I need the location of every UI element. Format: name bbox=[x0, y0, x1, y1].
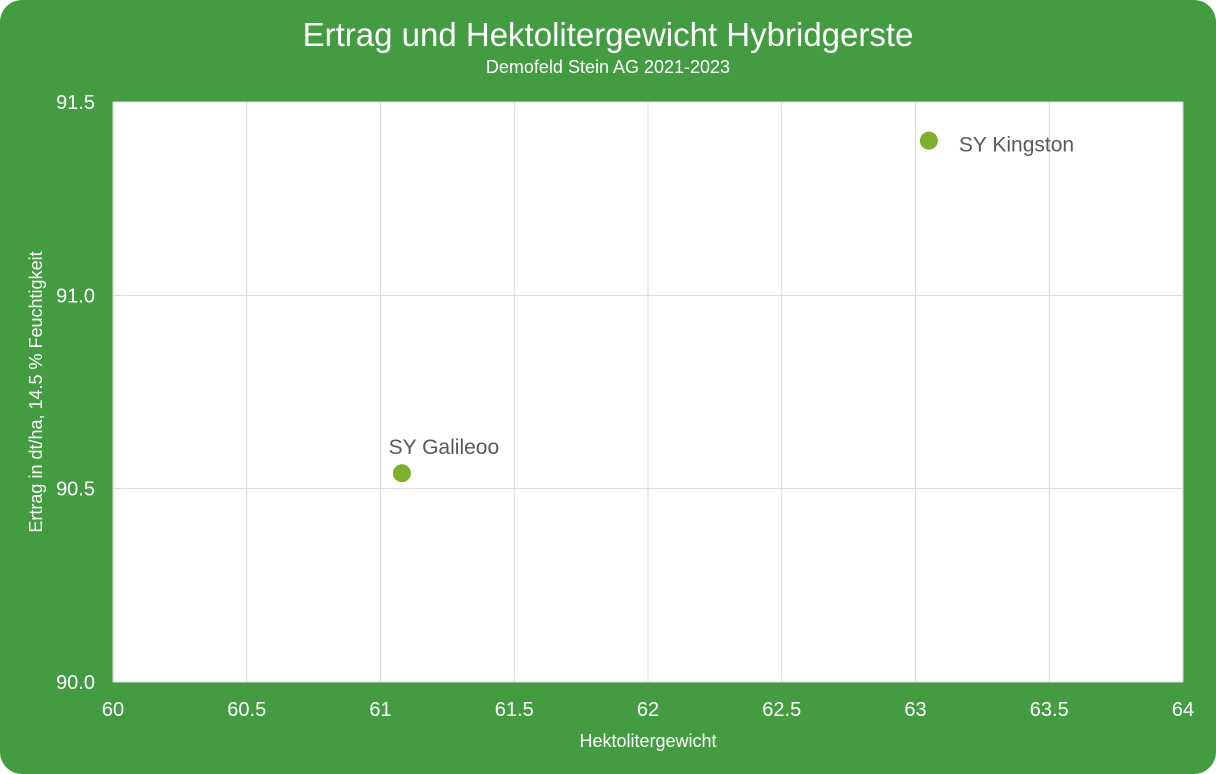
x-axis-ticks: 60 60.5 61 61.5 62 62.5 63 63.5 64 bbox=[102, 699, 1194, 721]
data-point bbox=[392, 464, 411, 483]
x-tick-label: 62 bbox=[637, 699, 659, 721]
x-tick-label: 62.5 bbox=[762, 699, 801, 721]
data-points: SY Galileoo SY Kingston bbox=[389, 131, 1074, 483]
y-tick-label: 91.5 bbox=[56, 92, 95, 114]
chart-title: Ertrag und Hektolitergewicht Hybridgerst… bbox=[302, 16, 914, 53]
data-point-label: SY Galileoo bbox=[389, 436, 500, 459]
x-tick-label: 60 bbox=[102, 699, 124, 721]
x-tick-label: 63 bbox=[904, 699, 926, 721]
x-axis-title: Hektolitergewicht bbox=[579, 731, 716, 751]
y-axis-ticks: 90.0 90.5 91.0 91.5 bbox=[56, 92, 95, 694]
gridlines bbox=[112, 101, 1184, 683]
x-tick-label: 60.5 bbox=[227, 699, 266, 721]
y-tick-label: 91.0 bbox=[56, 285, 95, 307]
data-point-label: SY Kingston bbox=[959, 134, 1074, 157]
y-tick-label: 90.5 bbox=[56, 479, 95, 501]
x-tick-label: 64 bbox=[1172, 699, 1194, 721]
x-tick-label: 63.5 bbox=[1030, 699, 1069, 721]
x-tick-label: 61.5 bbox=[495, 699, 534, 721]
x-tick-label: 61 bbox=[369, 699, 391, 721]
y-tick-label: 90.0 bbox=[56, 672, 95, 694]
y-axis-title: Ertrag in dt/ha, 14.5 % Feuchtigkeit bbox=[26, 251, 46, 532]
data-point bbox=[919, 131, 938, 150]
chart-subtitle: Demofeld Stein AG 2021-2023 bbox=[485, 57, 731, 77]
